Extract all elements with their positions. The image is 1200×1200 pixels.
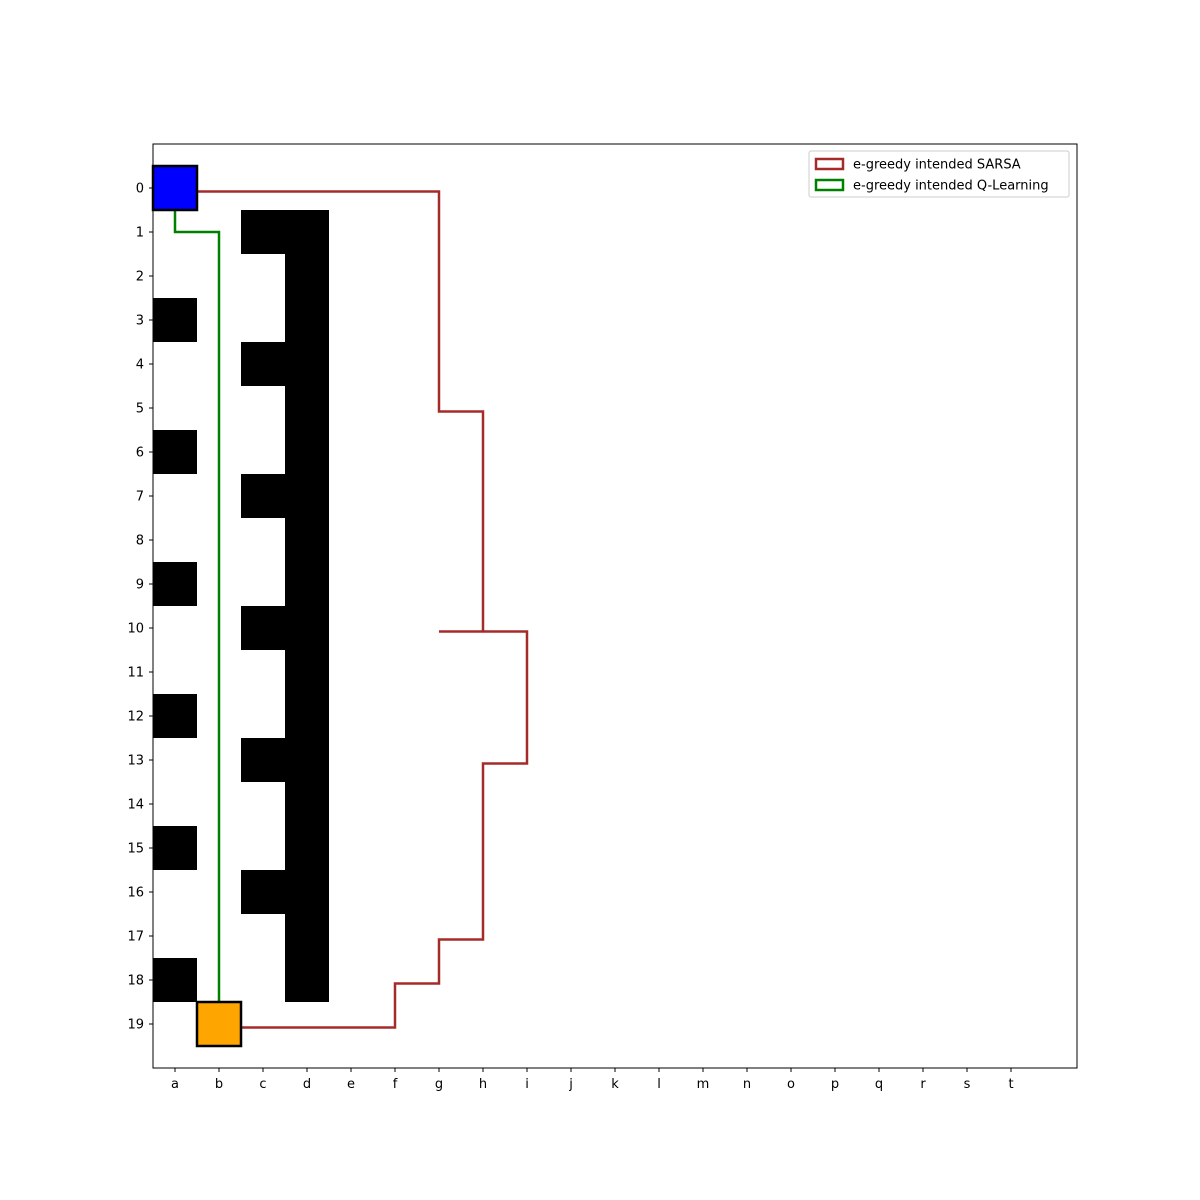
x-axis: a b c d e f g h i j k l m n o p q r s t	[171, 1068, 1014, 1092]
y-tick-label: 15	[127, 842, 144, 857]
obstacle-cell	[241, 870, 285, 914]
plot-area	[151, 164, 529, 1048]
y-tick-label: 2	[136, 270, 144, 285]
goal-marker	[195, 1000, 243, 1048]
obstacle-cell	[285, 342, 329, 386]
obstacle-cell	[285, 210, 329, 254]
x-tick-label: h	[479, 1077, 487, 1092]
obstacle-cell	[285, 914, 329, 958]
x-tick-label: i	[525, 1077, 529, 1092]
x-tick-label: t	[1008, 1077, 1013, 1092]
obstacle-cell	[241, 738, 285, 782]
y-tick-label: 11	[127, 666, 144, 681]
obstacle-cell	[285, 562, 329, 606]
legend-swatch	[814, 178, 845, 192]
obstacle-cell	[285, 826, 329, 870]
legend: e-greedy intended SARSA e-greedy intended…	[808, 150, 1070, 198]
x-tick-label: b	[215, 1077, 223, 1092]
y-tick-label: 14	[127, 798, 144, 813]
obstacle-cell	[285, 782, 329, 826]
x-tick-label: q	[875, 1077, 883, 1092]
obstacle-cell	[285, 254, 329, 298]
y-tick-label: 7	[136, 490, 144, 505]
y-tick-label: 6	[136, 446, 144, 461]
x-tick-label: d	[303, 1077, 311, 1092]
x-tick-label: o	[787, 1077, 795, 1092]
obstacle-cell	[153, 694, 197, 738]
y-tick-label: 16	[127, 886, 144, 901]
y-tick-label: 17	[127, 930, 144, 945]
obstacle-cell	[285, 650, 329, 694]
obstacle-cell	[153, 958, 197, 1002]
legend-box	[808, 150, 1070, 198]
y-tick-label: 19	[127, 1018, 144, 1033]
y-tick-label: 9	[136, 578, 144, 593]
legend-label: e-greedy intended SARSA	[853, 158, 1021, 173]
y-tick-label: 12	[127, 710, 144, 725]
obstacle-cell	[285, 518, 329, 562]
series-path	[175, 190, 529, 1029]
y-tick-label: 0	[136, 182, 144, 197]
x-tick-label: a	[171, 1077, 179, 1092]
x-tick-label: c	[259, 1077, 266, 1092]
obstacle-cell	[153, 826, 197, 870]
obstacle-cell	[285, 738, 329, 782]
obstacle-cell	[285, 606, 329, 650]
marker-layer	[151, 164, 243, 1048]
y-tick-label: 5	[136, 402, 144, 417]
obstacle-cell	[153, 430, 197, 474]
obstacle-layer	[153, 210, 329, 1002]
x-tick-label: l	[657, 1077, 661, 1092]
x-tick-label: e	[347, 1077, 355, 1092]
y-tick-label: 3	[136, 314, 144, 329]
x-tick-label: p	[831, 1077, 839, 1092]
legend-entries: e-greedy intended SARSA e-greedy intended…	[814, 157, 1049, 194]
y-tick-label: 13	[127, 754, 144, 769]
obstacle-cell	[153, 562, 197, 606]
legend-label: e-greedy intended Q-Learning	[853, 179, 1049, 194]
obstacle-cell	[285, 298, 329, 342]
obstacle-cell	[241, 210, 285, 254]
obstacle-cell	[285, 430, 329, 474]
obstacle-cell	[241, 474, 285, 518]
y-tick-label: 4	[136, 358, 144, 373]
obstacle-cell	[241, 342, 285, 386]
obstacle-cell	[285, 958, 329, 1002]
x-tick-label: j	[568, 1077, 573, 1092]
obstacle-cell	[285, 870, 329, 914]
x-tick-label: k	[611, 1077, 619, 1092]
legend-swatch	[814, 157, 845, 171]
x-tick-label: m	[697, 1077, 710, 1092]
y-tick-label: 8	[136, 534, 144, 549]
start-marker	[151, 164, 199, 212]
x-tick-label: s	[964, 1077, 971, 1092]
x-tick-label: r	[920, 1077, 926, 1092]
obstacle-cell	[285, 474, 329, 518]
obstacle-cell	[153, 298, 197, 342]
y-tick-label: 18	[127, 974, 144, 989]
x-tick-label: n	[743, 1077, 751, 1092]
y-tick-label: 1	[136, 226, 144, 241]
obstacle-cell	[241, 606, 285, 650]
x-tick-label: g	[435, 1077, 443, 1092]
y-tick-label: 10	[127, 622, 144, 637]
x-tick-label: f	[393, 1077, 398, 1092]
obstacle-cell	[285, 694, 329, 738]
obstacle-cell	[285, 386, 329, 430]
